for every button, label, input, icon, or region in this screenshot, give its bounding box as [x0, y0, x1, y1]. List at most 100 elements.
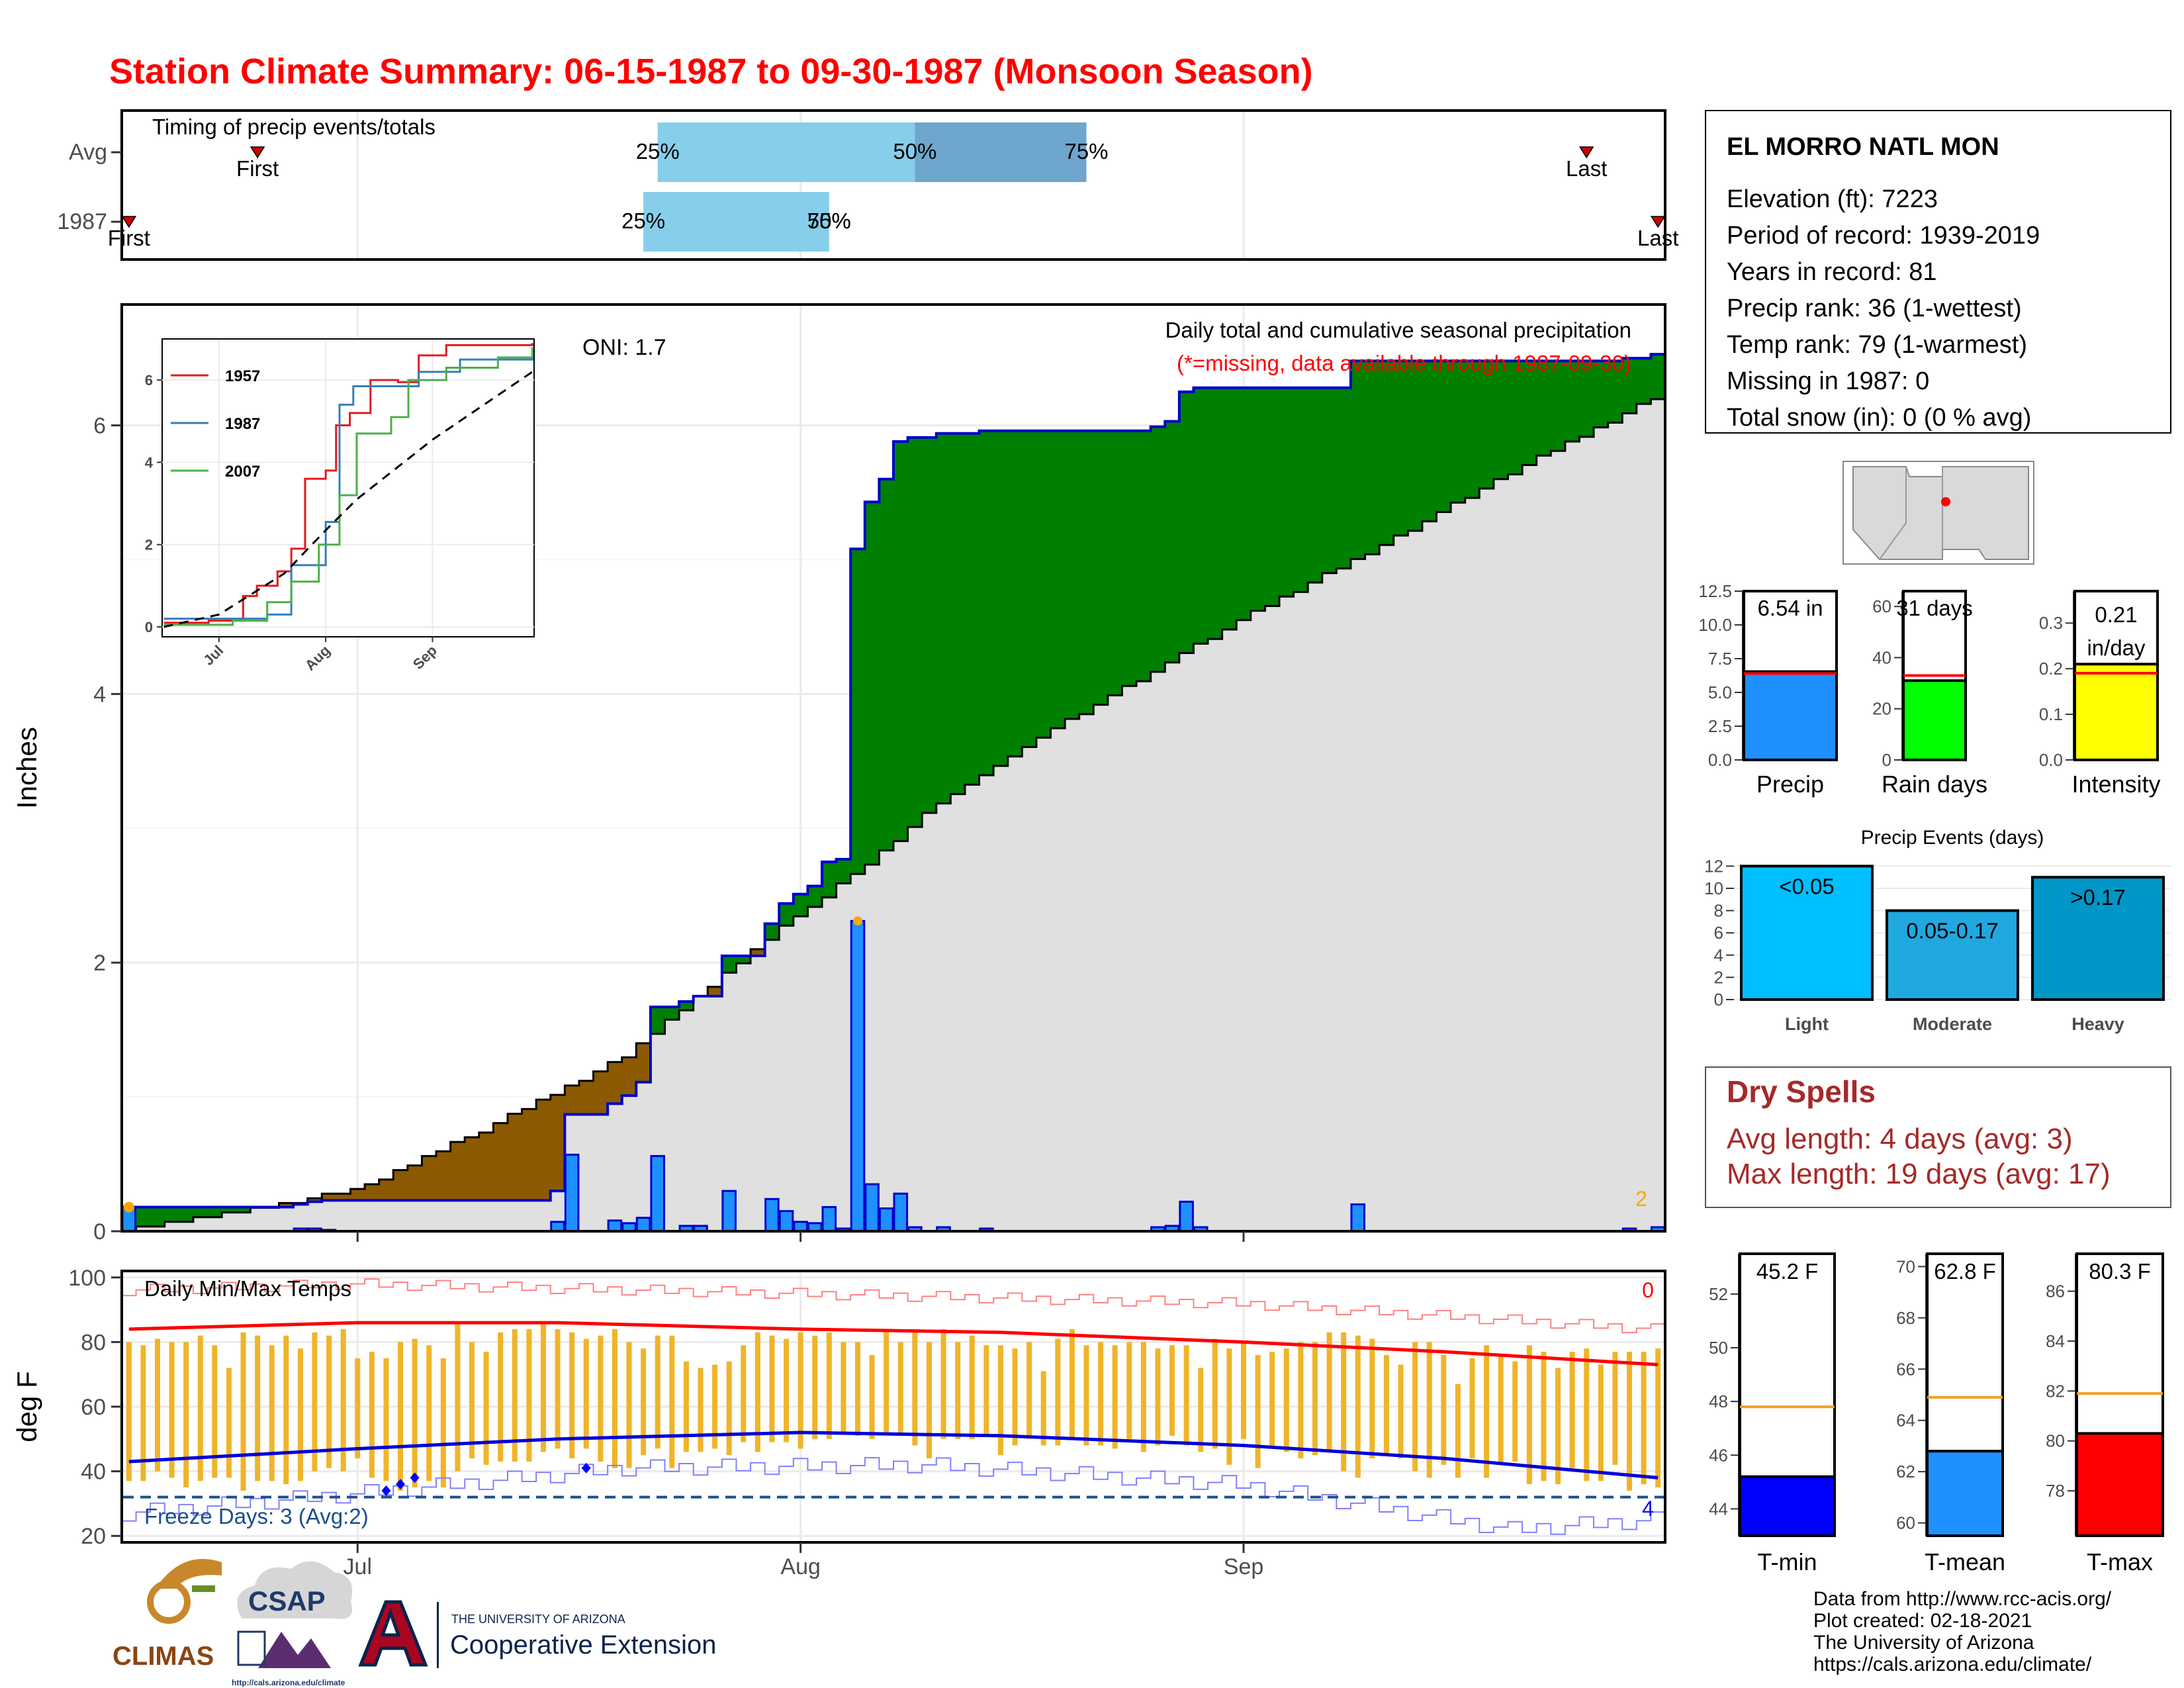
daily-precip-bar — [778, 1210, 794, 1233]
temp-summary-bar — [1926, 1450, 2004, 1537]
deficit-segment — [450, 1142, 465, 1201]
first-day-marker — [123, 1201, 134, 1213]
surplus-segment — [1179, 391, 1195, 653]
deficit-segment — [393, 1170, 408, 1201]
daily-temp-range-bar — [383, 1358, 389, 1481]
timing-p50-label: 50% — [893, 139, 936, 164]
daily-temp-range-bar — [1569, 1352, 1575, 1468]
daily-temp-range-bar — [1241, 1342, 1247, 1439]
avg-cumulative-fill — [122, 399, 1665, 1231]
daily-temp-range-bar — [1255, 1354, 1261, 1468]
surplus-segment — [1322, 387, 1337, 573]
surplus-segment — [207, 1207, 222, 1217]
surplus-segment — [822, 862, 837, 898]
deficit-segment — [621, 1057, 637, 1096]
timing-last-marker — [1650, 216, 1666, 228]
surplus-segment — [1136, 430, 1152, 682]
surplus-segment — [979, 430, 994, 776]
timing-first-marker — [121, 216, 137, 228]
daily-temp-range-bar — [712, 1364, 718, 1449]
daily-temp-range-bar — [826, 1332, 832, 1439]
surplus-segment — [1236, 387, 1251, 620]
events-y-tick-label: 12 — [1704, 856, 1723, 876]
avg-min-line — [128, 1430, 1659, 1479]
events-category-label: Heavy — [2071, 1014, 2124, 1034]
daily-temp-range-bar — [698, 1368, 704, 1452]
daily-temp-range-bar — [626, 1342, 632, 1468]
surplus-segment — [1279, 387, 1295, 597]
daily-temp-range-bar — [1484, 1345, 1490, 1478]
temp-summary-y-tick-label: 80 — [2046, 1431, 2065, 1451]
daily-temp-range-bar — [154, 1338, 160, 1472]
daily-temp-range-bar — [1283, 1348, 1289, 1452]
daily-temp-range-bar — [1312, 1342, 1318, 1456]
daily-temp-range-bar — [655, 1335, 660, 1449]
deficit-segment — [636, 1043, 651, 1082]
surplus-segment — [1508, 361, 1523, 475]
summary-value-label: 6.54 in — [1757, 596, 1823, 620]
avg-max-line — [128, 1321, 1659, 1367]
temp-summary-bar — [2075, 1432, 2164, 1537]
daily-temp-range-bar — [369, 1352, 375, 1478]
temp-y-tick-label: 80 — [81, 1330, 106, 1355]
daily-temp-range-bar — [526, 1329, 532, 1462]
deficit-segment — [522, 1109, 537, 1201]
daily-temp-range-bar — [426, 1345, 432, 1481]
main-y-tick-label: 6 — [93, 414, 106, 439]
daily-temp-range-bar — [741, 1345, 747, 1442]
surplus-segment — [779, 903, 794, 926]
climas-sun — [147, 1580, 191, 1624]
summary-y-tick-label: 0.0 — [2039, 750, 2063, 770]
surplus-segment — [679, 1002, 694, 1011]
surplus-segment — [793, 894, 809, 917]
inset-frame — [161, 338, 535, 637]
ua-line2: Cooperative Extension — [450, 1630, 716, 1660]
footer-line1: Data from http://www.rcc-acis.org/ — [1813, 1588, 2112, 1610]
daily-temp-range-bar — [1026, 1342, 1032, 1439]
daily-temp-range-bar — [398, 1342, 404, 1491]
daily-temp-range-bar — [769, 1335, 775, 1442]
csap-mountains — [258, 1632, 331, 1668]
daily-temp-range-bar — [1526, 1345, 1532, 1485]
daily-precip-bar — [550, 1221, 565, 1233]
daily-precip-bar — [893, 1192, 909, 1233]
daily-temp-range-bar — [1441, 1354, 1447, 1465]
page-title: Station Climate Summary: 06-15-1987 to 0… — [109, 52, 1313, 91]
temp-summary-y-tick-label: 64 — [1896, 1411, 1915, 1430]
timing-p50-label: 50% — [807, 209, 851, 233]
daily-temp-range-bar — [841, 1342, 846, 1433]
summary-y-tick-label: 7.5 — [1708, 649, 1732, 669]
events-bar-label: <0.05 — [1779, 874, 1835, 898]
temp-summary-y-tick-label: 48 — [1709, 1391, 1728, 1411]
temp-y-tick-label: 60 — [81, 1395, 106, 1420]
summary-y-tick-label: 20 — [1872, 699, 1891, 719]
csap-logo: CSAP http://cals.arizona.edu/climate — [232, 1561, 353, 1687]
ua-logo: THE UNIVERSITY OF ARIZONA Cooperative Ex… — [358, 1600, 716, 1668]
temp-summary-y-tick-label: 70 — [1896, 1256, 1915, 1276]
inset-legend-label: 2007 — [225, 463, 260, 481]
dry-spells-title: Dry Spells — [1727, 1074, 1876, 1109]
daily-temp-range-bar — [283, 1335, 289, 1485]
temp-summary-y-tick-label: 78 — [2046, 1481, 2065, 1501]
daily-temp-range-bar — [326, 1335, 332, 1468]
station-location-marker — [1941, 497, 1950, 506]
surplus-segment — [1350, 361, 1366, 559]
surplus-segment — [1493, 361, 1509, 479]
events-y-tick-label: 4 — [1714, 945, 1723, 965]
daily-precip-bar — [564, 1153, 580, 1233]
surplus-segment — [193, 1207, 208, 1217]
summary-y-tick-label: 12.5 — [1698, 581, 1732, 601]
daily-temp-range-bar — [440, 1358, 446, 1488]
surplus-segment — [1651, 354, 1666, 400]
daily-temp-range-bar — [1155, 1348, 1161, 1446]
events-category-label: Moderate — [1913, 1014, 1992, 1034]
deficit-segment — [751, 949, 766, 957]
daily-temp-range-bar — [1012, 1348, 1018, 1446]
surplus-segment — [164, 1207, 179, 1222]
daily-precip-bar — [1179, 1200, 1194, 1233]
deficit-segment — [379, 1179, 394, 1201]
summary-bar — [1743, 670, 1838, 761]
events-bar — [1886, 909, 2019, 1001]
